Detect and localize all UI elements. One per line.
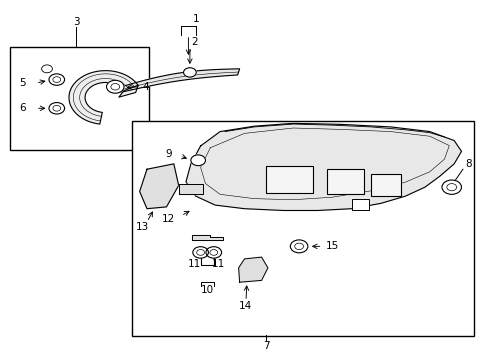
Polygon shape <box>238 257 267 282</box>
Polygon shape <box>140 164 178 209</box>
Polygon shape <box>115 69 239 92</box>
Polygon shape <box>185 123 461 211</box>
Polygon shape <box>119 85 138 97</box>
Bar <box>351 199 368 211</box>
Text: 8: 8 <box>464 159 470 169</box>
Text: 15: 15 <box>325 241 338 251</box>
Text: 11: 11 <box>187 258 201 269</box>
Circle shape <box>192 247 208 258</box>
Circle shape <box>183 68 196 77</box>
Circle shape <box>49 74 64 85</box>
Circle shape <box>190 155 205 166</box>
Polygon shape <box>69 71 138 124</box>
Circle shape <box>205 247 221 258</box>
Bar <box>10 47 149 149</box>
Circle shape <box>49 103 64 114</box>
Text: 2: 2 <box>191 37 198 47</box>
Circle shape <box>41 65 52 73</box>
Bar <box>266 166 312 193</box>
Text: 12: 12 <box>162 215 175 224</box>
Bar <box>327 169 363 194</box>
Circle shape <box>441 180 461 194</box>
Circle shape <box>290 240 307 253</box>
Text: 9: 9 <box>165 149 172 159</box>
Text: 10: 10 <box>200 285 213 296</box>
Bar <box>132 121 473 336</box>
Text: 3: 3 <box>73 17 80 27</box>
Text: 13: 13 <box>135 222 148 232</box>
Text: 7: 7 <box>263 341 269 351</box>
Polygon shape <box>192 234 222 240</box>
Text: 6: 6 <box>20 103 26 113</box>
Bar <box>370 174 400 196</box>
Text: 1: 1 <box>192 14 199 24</box>
Text: 11: 11 <box>212 258 225 269</box>
Text: 5: 5 <box>20 78 26 88</box>
Text: 14: 14 <box>238 301 252 311</box>
Circle shape <box>106 80 124 93</box>
Text: 4: 4 <box>142 82 148 92</box>
Polygon shape <box>178 184 203 194</box>
